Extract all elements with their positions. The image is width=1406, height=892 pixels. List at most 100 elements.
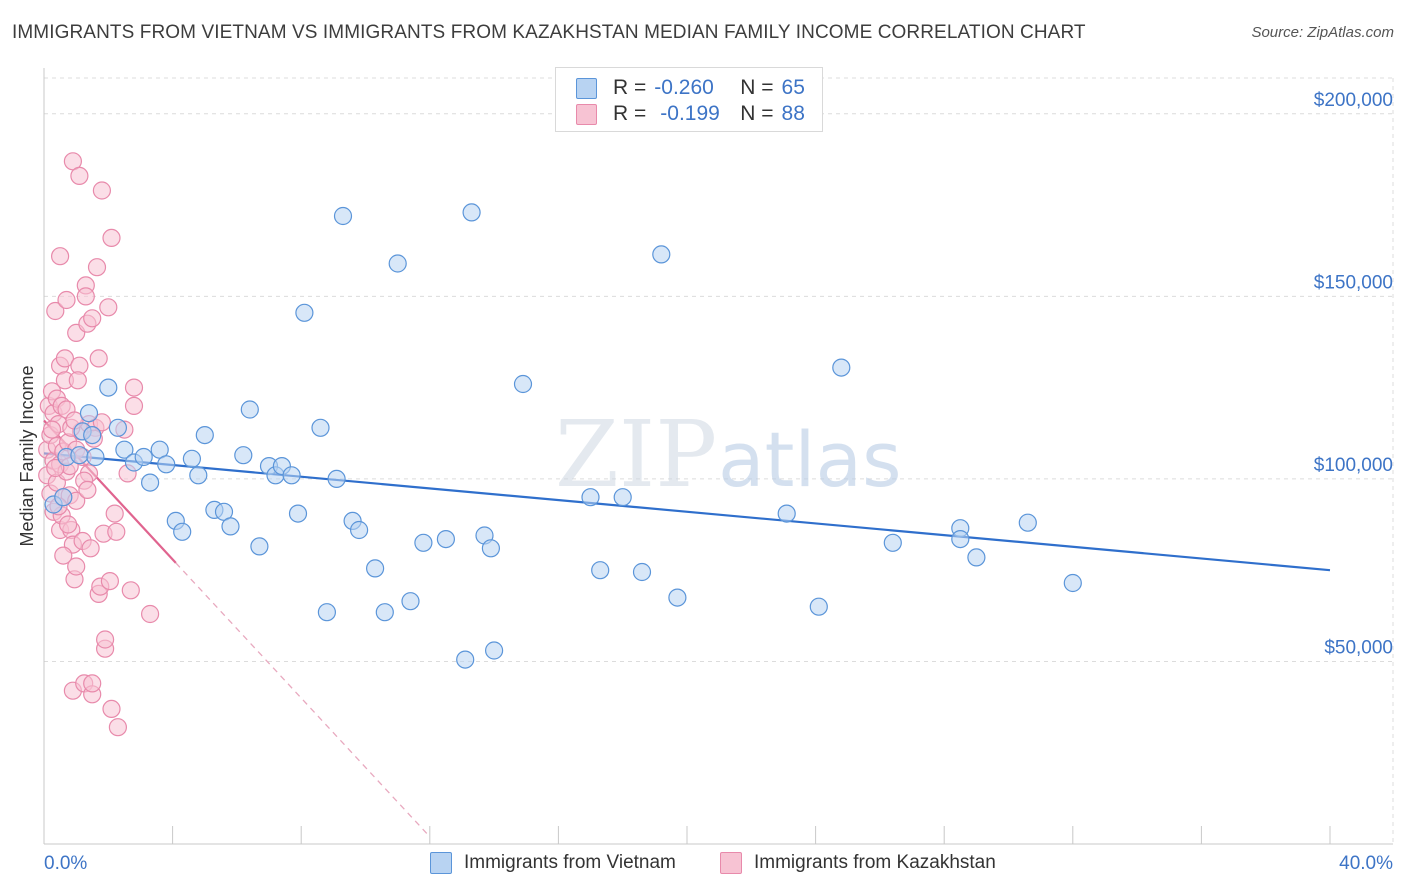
axes bbox=[43, 68, 1393, 845]
vietnam-point bbox=[240, 400, 259, 419]
vietnam-point bbox=[632, 562, 652, 582]
vietnam-point bbox=[951, 529, 970, 549]
kazakhstan-point bbox=[121, 581, 140, 600]
kazakhstan-point bbox=[46, 458, 65, 478]
kazakhstan-point bbox=[83, 674, 102, 693]
vietnam-point bbox=[591, 561, 610, 580]
vietnam-point bbox=[317, 603, 336, 622]
kazakhstan-point bbox=[55, 349, 75, 368]
vietnam-n-value: 65 bbox=[781, 76, 805, 99]
vietnam-trend-line bbox=[43, 452, 1331, 572]
data-points bbox=[38, 152, 1082, 737]
n-label: N = bbox=[740, 102, 774, 125]
legend-row-kazakhstan: R = -0.199 N = 88 bbox=[576, 102, 805, 126]
vietnam-point bbox=[195, 426, 214, 445]
vietnam-point bbox=[250, 537, 269, 556]
kazakhstan-trend-extension bbox=[175, 562, 431, 838]
watermark-zip: ZIP bbox=[555, 401, 717, 508]
vietnam-point bbox=[1063, 573, 1082, 593]
r-label: R = bbox=[613, 76, 647, 99]
kazakhstan-point bbox=[42, 420, 62, 439]
kazakhstan-point bbox=[102, 228, 121, 247]
vietnam-point bbox=[182, 449, 201, 468]
vietnam-point bbox=[513, 374, 533, 394]
vietnam-point bbox=[282, 466, 301, 485]
vietnam-point bbox=[883, 533, 902, 552]
y-tick-label: $150,000 bbox=[1314, 272, 1393, 293]
kazakhstan-point bbox=[87, 258, 107, 277]
vietnam-swatch bbox=[576, 77, 597, 99]
kazakhstan-point bbox=[70, 166, 89, 185]
vietnam-point bbox=[456, 650, 475, 669]
kazakhstan-point bbox=[107, 522, 126, 541]
kazakhstan-point bbox=[81, 539, 100, 558]
vietnam-point bbox=[54, 488, 73, 507]
vietnam-point bbox=[1018, 513, 1037, 532]
kazakhstan-point bbox=[105, 504, 124, 523]
vietnam-point bbox=[809, 597, 828, 616]
kazakhstan-point bbox=[124, 378, 144, 397]
vietnam-point bbox=[86, 447, 105, 467]
watermark: ZIP atlas bbox=[555, 401, 902, 508]
vietnam-point bbox=[333, 206, 353, 226]
kazakhstan-point bbox=[99, 298, 118, 317]
kazakhstan-point bbox=[68, 371, 87, 390]
kazakhstan-n-value: 88 bbox=[781, 102, 805, 125]
vietnam-point bbox=[327, 469, 346, 488]
kazakhstan-swatch bbox=[576, 103, 597, 125]
legend-row-vietnam: R = -0.260 N = 65 bbox=[576, 76, 805, 100]
vietnam-point bbox=[485, 641, 504, 660]
y-tick-label: $200,000 bbox=[1314, 90, 1393, 111]
kazakhstan-point bbox=[100, 571, 120, 591]
vietnam-point bbox=[108, 418, 128, 437]
kazakhstan-point bbox=[57, 290, 76, 310]
kazakhstan-legend-label: Immigrants from Kazakhstan bbox=[754, 852, 996, 873]
kazakhstan-point bbox=[95, 630, 115, 649]
vietnam-point bbox=[652, 245, 671, 264]
vietnam-point bbox=[115, 440, 134, 459]
kazakhstan-point bbox=[54, 546, 73, 565]
kazakhstan-point bbox=[141, 604, 160, 624]
x-tick-label-max: 40.0% bbox=[1339, 853, 1393, 874]
y-tick-label: $50,000 bbox=[1324, 637, 1393, 658]
vietnam-point bbox=[777, 504, 796, 523]
kazakhstan-point bbox=[108, 718, 128, 737]
vietnam-point bbox=[311, 418, 330, 437]
kazakhstan-point bbox=[83, 309, 102, 328]
vietnam-point bbox=[832, 358, 851, 377]
vietnam-point bbox=[462, 203, 481, 222]
y-tick-label: $100,000 bbox=[1314, 455, 1393, 476]
kazakhstan-r-value: -0.199 bbox=[660, 102, 720, 125]
vietnam-point bbox=[375, 603, 394, 622]
vietnam-point bbox=[79, 404, 99, 423]
vietnam-legend-swatch bbox=[430, 852, 452, 874]
kazakhstan-point bbox=[102, 699, 121, 719]
y-axis-label: Median Family Income bbox=[17, 365, 37, 546]
chart-title: IMMIGRANTS FROM VIETNAM VS IMMIGRANTS FR… bbox=[12, 22, 1086, 43]
vietnam-point bbox=[83, 426, 102, 445]
source-credit: Source: ZipAtlas.com bbox=[1251, 24, 1394, 41]
vietnam-point bbox=[581, 488, 600, 507]
vietnam-point bbox=[173, 522, 192, 541]
vietnam-r-value: -0.260 bbox=[654, 76, 714, 99]
kazakhstan-point bbox=[50, 247, 70, 266]
series-legend-kazakhstan: Immigrants from Kazakhstan bbox=[720, 852, 996, 874]
vietnam-point bbox=[288, 504, 308, 523]
vietnam-point bbox=[414, 533, 433, 552]
kazakhstan-point bbox=[92, 181, 112, 200]
kazakhstan-point bbox=[124, 396, 144, 415]
vietnam-point bbox=[366, 559, 385, 578]
kazakhstan-point bbox=[46, 301, 65, 321]
vietnam-point bbox=[967, 548, 986, 567]
tick-labels: $50,000 $100,000 $150,000 $200,000 0.0% 40.0% bbox=[44, 90, 1393, 874]
vietnam-point bbox=[295, 303, 314, 322]
vietnam-point bbox=[70, 446, 89, 465]
kazakhstan-point bbox=[76, 287, 95, 306]
correlation-legend: R = -0.260 N = 65 R = -0.199 N = 88 bbox=[555, 67, 823, 132]
vietnam-point bbox=[157, 455, 176, 474]
vietnam-point bbox=[221, 517, 240, 536]
kazakhstan-legend-swatch bbox=[720, 852, 742, 874]
vietnam-point bbox=[401, 592, 420, 611]
vietnam-point bbox=[189, 466, 208, 485]
